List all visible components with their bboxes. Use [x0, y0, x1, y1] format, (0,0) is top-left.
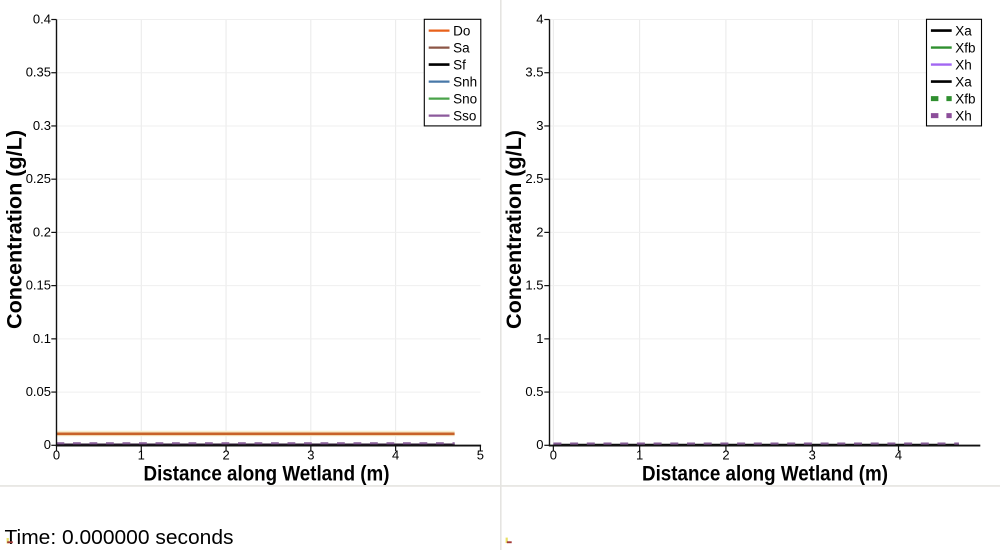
- svg-text:1: 1: [536, 331, 543, 346]
- svg-text:Xh: Xh: [955, 109, 972, 124]
- svg-text:5: 5: [477, 448, 484, 463]
- svg-text:2: 2: [722, 448, 729, 463]
- svg-text:4: 4: [536, 11, 543, 26]
- svg-text:0.15: 0.15: [26, 278, 51, 293]
- svg-text:0.3: 0.3: [33, 118, 51, 133]
- svg-text:1: 1: [138, 448, 145, 463]
- svg-text:2.5: 2.5: [525, 171, 543, 186]
- svg-text:0: 0: [53, 448, 60, 463]
- svg-text:2: 2: [222, 448, 229, 463]
- svg-text:0.5: 0.5: [525, 384, 543, 399]
- svg-text:0.2: 0.2: [33, 224, 51, 239]
- svg-text:Sf: Sf: [453, 58, 466, 73]
- svg-text:0.25: 0.25: [26, 171, 51, 186]
- svg-text:4: 4: [392, 448, 399, 463]
- svg-text:0: 0: [536, 437, 543, 452]
- svg-text:Xfb: Xfb: [955, 41, 975, 56]
- svg-text:Xa: Xa: [955, 75, 972, 90]
- svg-text:3.5: 3.5: [525, 65, 543, 80]
- svg-text:Concentration (g/L): Concentration (g/L): [502, 130, 526, 329]
- svg-text:Concentration (g/L): Concentration (g/L): [3, 130, 27, 329]
- svg-text:3: 3: [536, 118, 543, 133]
- svg-text:0.35: 0.35: [26, 65, 51, 80]
- svg-text:2: 2: [536, 224, 543, 239]
- svg-text:0: 0: [44, 437, 51, 452]
- svg-text:Sa: Sa: [453, 41, 470, 56]
- svg-text:Xfb: Xfb: [955, 92, 975, 107]
- svg-text:3: 3: [307, 448, 314, 463]
- svg-text:Distance along Wetland (m): Distance along Wetland (m): [144, 462, 390, 486]
- svg-text:Distance along Wetland (m): Distance along Wetland (m): [642, 462, 888, 486]
- svg-text:1.5: 1.5: [525, 278, 543, 293]
- svg-text:0: 0: [550, 448, 557, 463]
- svg-text:0.05: 0.05: [26, 384, 51, 399]
- svg-text:Time: 0.000000 seconds: Time: 0.000000 seconds: [5, 526, 234, 549]
- svg-text:Snh: Snh: [453, 75, 477, 90]
- svg-text:3: 3: [809, 448, 816, 463]
- svg-text:0.1: 0.1: [33, 331, 51, 346]
- svg-text:Do: Do: [453, 24, 470, 39]
- svg-text:Sso: Sso: [453, 109, 476, 124]
- svg-text:1: 1: [636, 448, 643, 463]
- svg-text:Sno: Sno: [453, 92, 477, 107]
- svg-text:Xa: Xa: [955, 24, 972, 39]
- svg-text:4: 4: [895, 448, 902, 463]
- svg-text:0.4: 0.4: [33, 11, 51, 26]
- svg-text:Xh: Xh: [955, 58, 972, 73]
